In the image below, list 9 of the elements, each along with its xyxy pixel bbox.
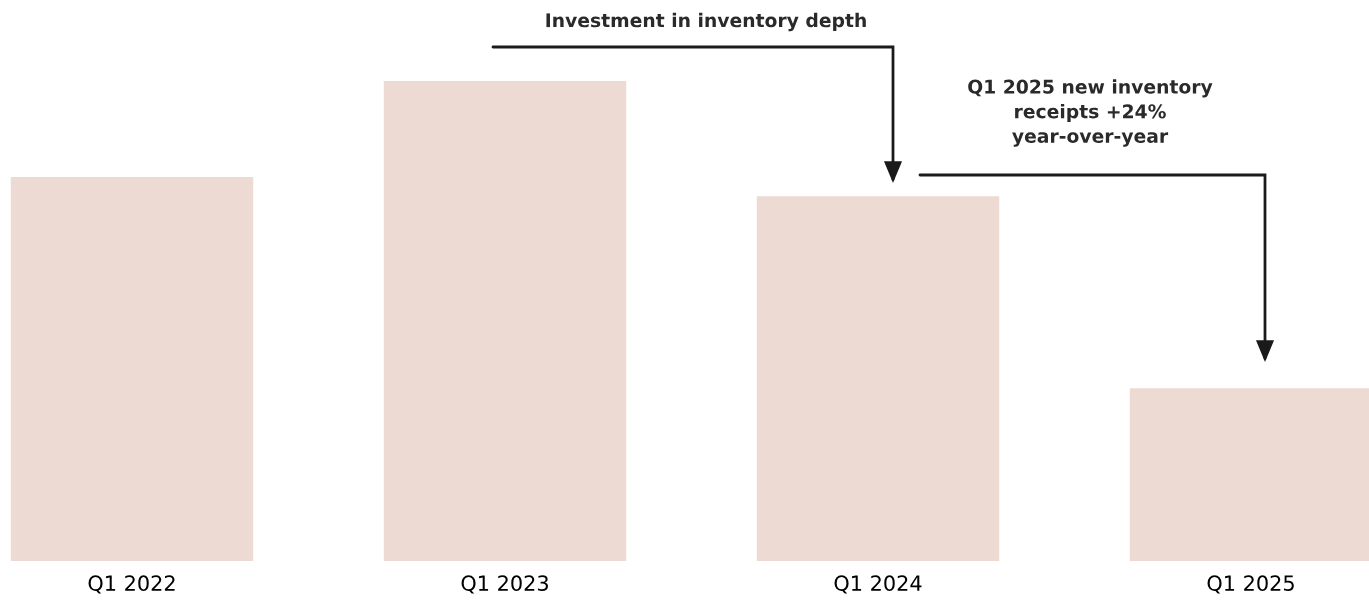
bar — [383, 81, 627, 561]
x-tick-label: Q1 2023 — [461, 575, 548, 594]
x-tick-label: Q1 2025 — [1207, 575, 1294, 594]
bar — [10, 177, 254, 561]
annotation: Q1 2025 new inventory receipts +24% year-over-year — [968, 79, 1213, 147]
x-tick-label: Q1 2024 — [834, 575, 922, 594]
text: Investment in inventory depth — [546, 12, 866, 32]
bar — [756, 196, 1000, 561]
x-tick-label: Q1 2022 — [88, 575, 175, 594]
